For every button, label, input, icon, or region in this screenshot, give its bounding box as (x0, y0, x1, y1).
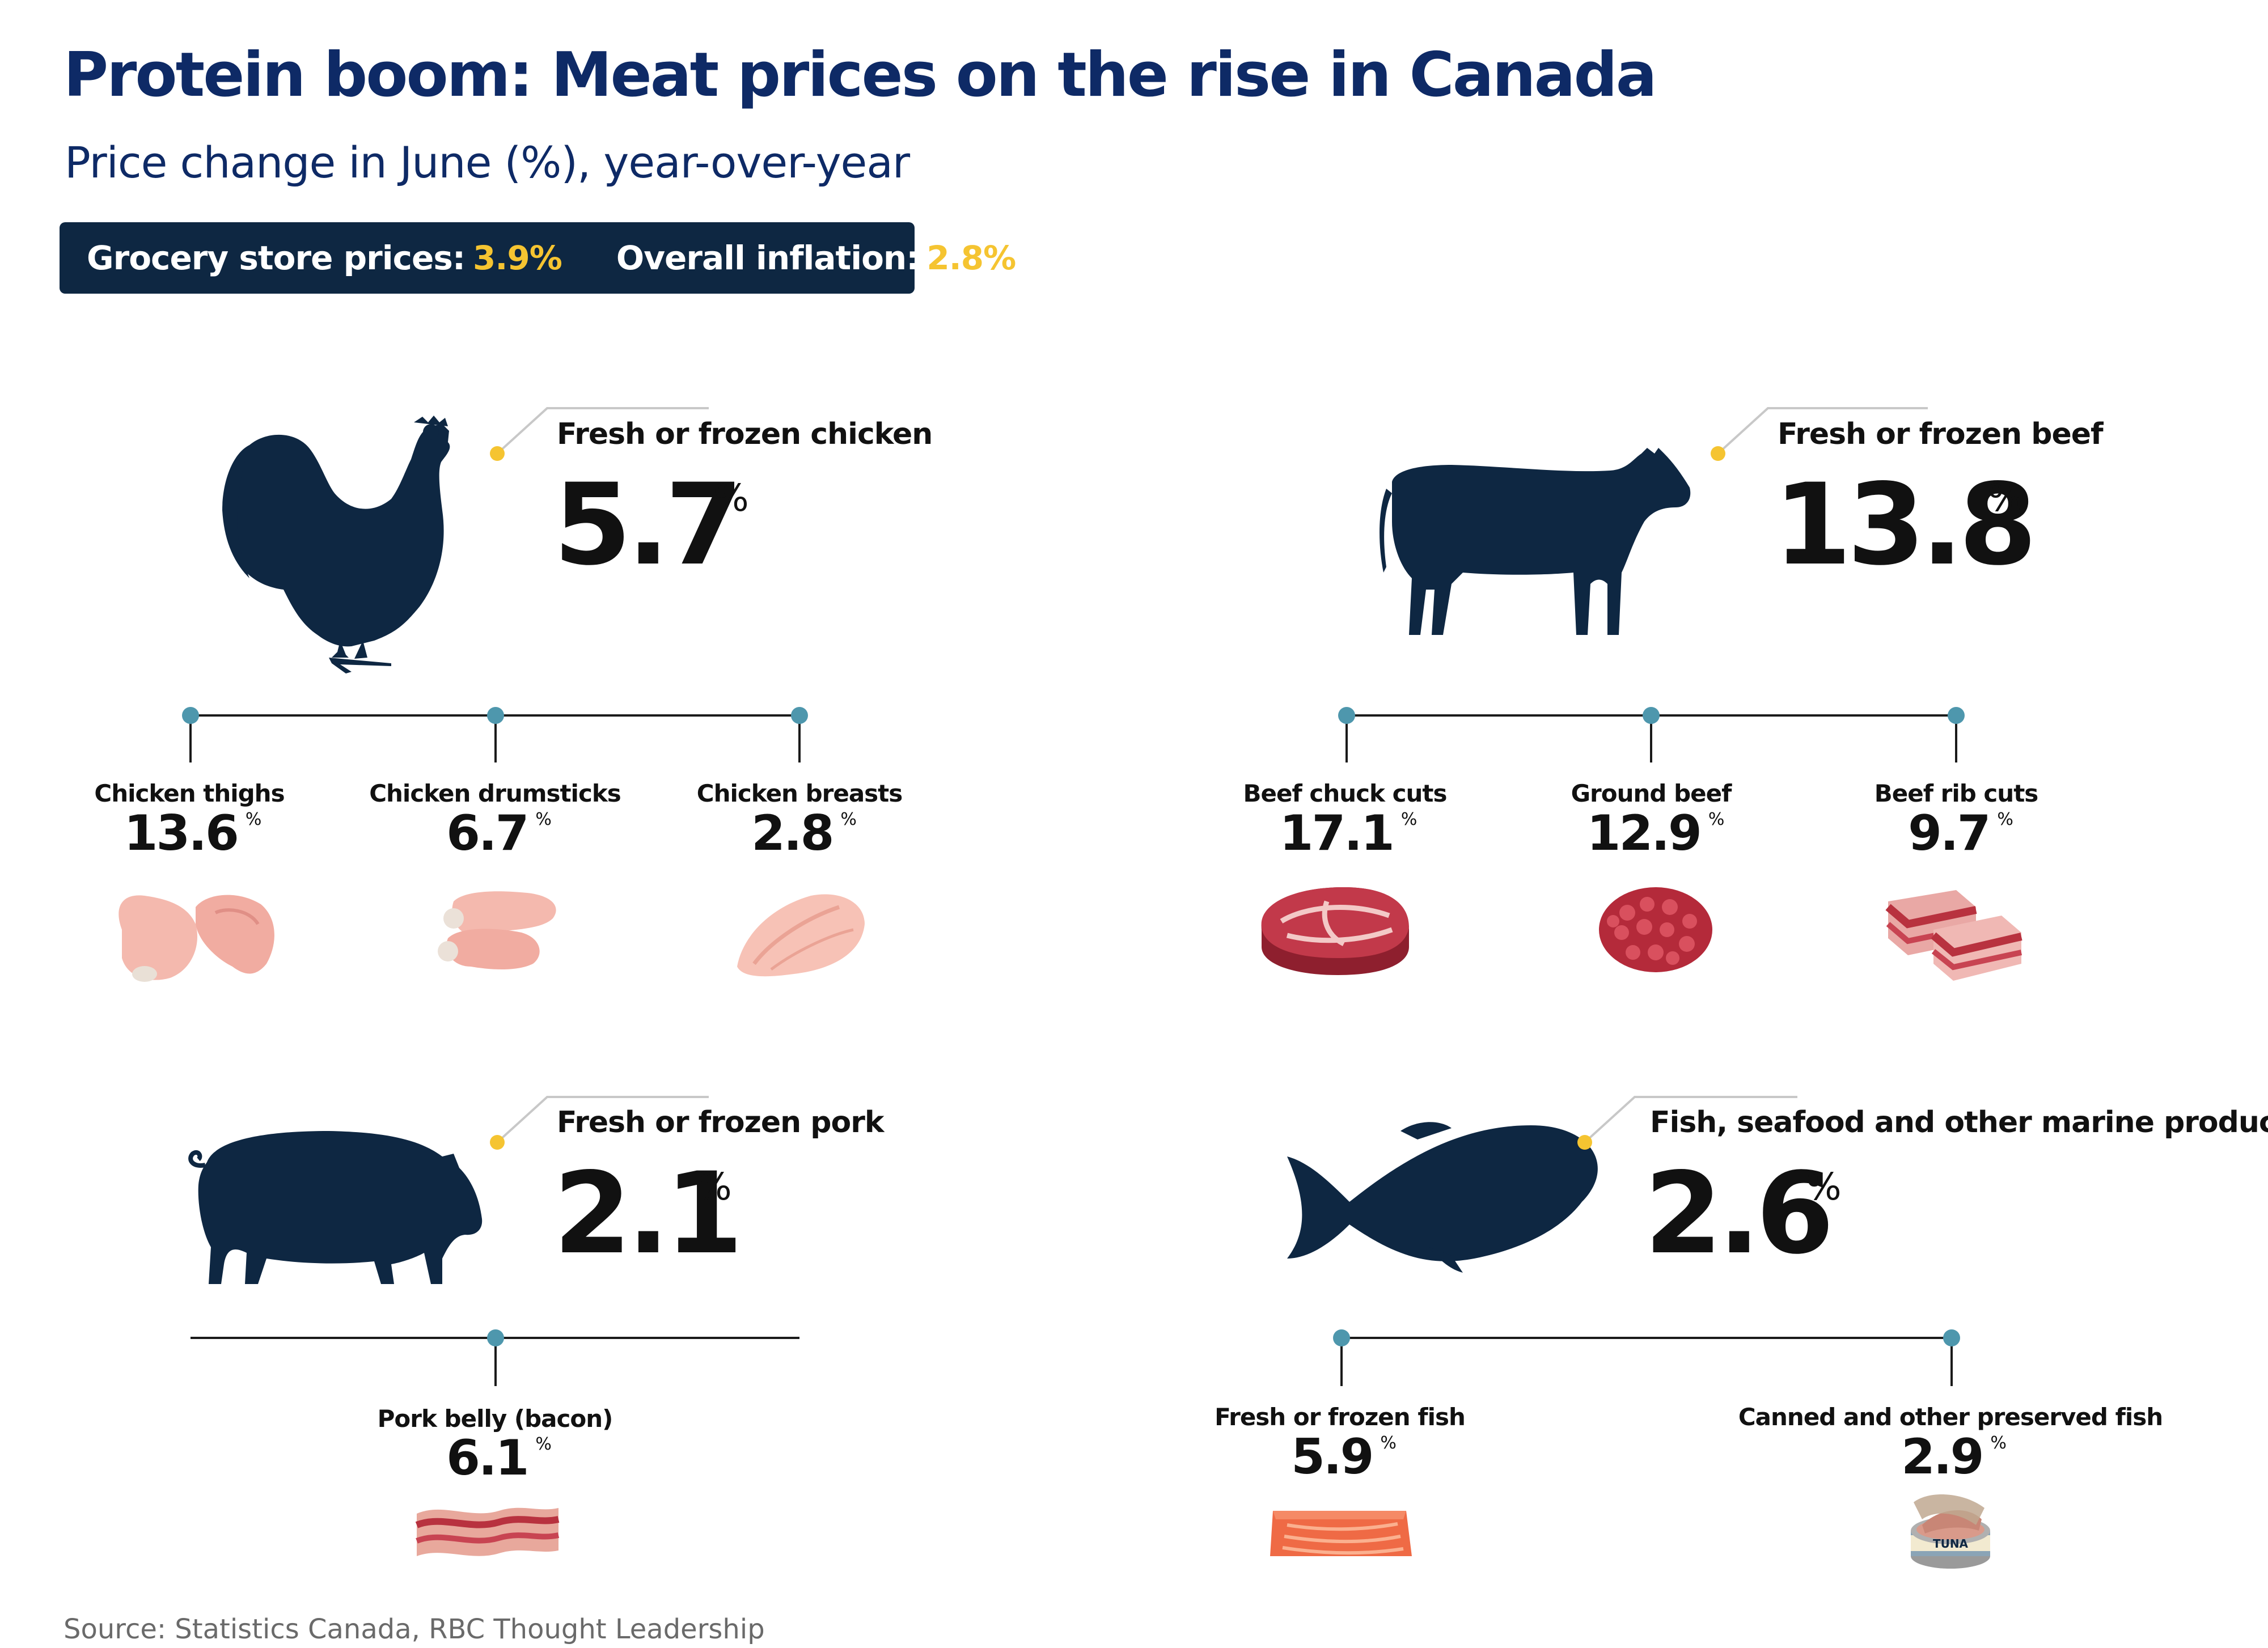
chicken-drumsticks-icon (438, 891, 556, 969)
ground-beef-label: Ground beef (1571, 779, 1732, 807)
tuna-can-icon: TUNA (1911, 1494, 1990, 1569)
pork-callout-dot (490, 1135, 505, 1150)
chicken-callout-line (496, 407, 709, 455)
fish-callout-line (1584, 1096, 1797, 1143)
fish-silhouette-icon (1287, 1122, 1598, 1273)
chicken-category-label: Fresh or frozen chicken (557, 417, 933, 451)
beef-callout-line (1717, 407, 1928, 455)
beef-rib-icon (1885, 890, 2022, 981)
source-note: Source: Statistics Canada, RBC Thought L… (64, 1613, 765, 1645)
salmon-fillet-icon (1270, 1511, 1412, 1556)
pork-connector (191, 1329, 799, 1386)
pork-category-pct: % (696, 1165, 732, 1209)
beef-rib-value: 9.7% (1908, 805, 2013, 862)
beef-chuck-value: 17.1% (1279, 805, 1417, 862)
fish-category-value: 2.6 (1644, 1148, 1834, 1279)
fish-callout-dot (1577, 1135, 1592, 1150)
chicken-thighs-label: Chicken thighs (94, 779, 285, 807)
bacon-icon (415, 1507, 560, 1556)
pork-belly-value: 6.1% (446, 1430, 552, 1486)
fresh-fish-label: Fresh or frozen fish (1215, 1403, 1466, 1431)
chicken-category-value: 5.7 (553, 459, 743, 590)
cow-silhouette-icon (1380, 448, 1691, 635)
ground-beef-value: 12.9% (1586, 805, 1725, 862)
pig-silhouette-icon (188, 1131, 483, 1284)
chicken-drumsticks-label: Chicken drumsticks (369, 779, 621, 807)
beef-connector (1338, 707, 1965, 762)
inflation-label: Overall inflation: (616, 239, 920, 277)
canned-fish-value: 2.9% (1901, 1429, 2007, 1485)
chicken-connector (182, 707, 808, 762)
chicken-callout-dot (490, 446, 505, 461)
pork-callout-line (496, 1096, 709, 1143)
beef-rib-label: Beef rib cuts (1874, 779, 2039, 807)
beef-category-value: 13.8 (1774, 459, 2037, 590)
beef-chuck-label: Beef chuck cuts (1243, 779, 1448, 807)
pork-belly-label: Pork belly (bacon) (377, 1405, 613, 1433)
chicken-thighs-icon (119, 895, 274, 982)
grocery-value: 3.9% (473, 239, 562, 277)
tuna-can-label: TUNA (1933, 1537, 1969, 1550)
summary-banner: Grocery store prices: 3.9% Overall infla… (60, 222, 1016, 294)
pork-category-value: 2.1 (553, 1148, 743, 1279)
fish-category-pct: % (1806, 1165, 1842, 1209)
beef-category-label: Fresh or frozen beef (1778, 417, 2104, 451)
pork-category-label: Fresh or frozen pork (557, 1105, 884, 1139)
beef-steak-icon (1261, 887, 1409, 975)
page-subtitle: Price change in June (%), year-over-year (65, 137, 910, 188)
fish-category-label: Fish, seafood and other marine products (1650, 1105, 2268, 1139)
canned-fish-label: Canned and other preserved fish (1738, 1403, 2163, 1431)
fresh-fish-value: 5.9% (1291, 1429, 1397, 1485)
chicken-category-pct: % (713, 476, 749, 520)
chicken-silhouette-icon (222, 416, 450, 673)
beef-category-pct: % (1987, 476, 2023, 520)
grocery-label: Grocery store prices: (87, 239, 466, 277)
ground-beef-icon (1599, 887, 1712, 972)
page-title: Protein boom: Meat prices on the rise in… (64, 40, 1657, 111)
inflation-value: 2.8% (926, 239, 1016, 277)
chicken-breasts-label: Chicken breasts (696, 779, 903, 807)
fish-connector (1333, 1329, 1960, 1386)
chicken-drumsticks-value: 6.7% (446, 805, 552, 862)
beef-callout-dot (1711, 446, 1725, 461)
chicken-breasts-value: 2.8% (751, 805, 857, 862)
chicken-breasts-icon (737, 894, 865, 977)
chicken-thighs-value: 13.6% (124, 805, 262, 862)
